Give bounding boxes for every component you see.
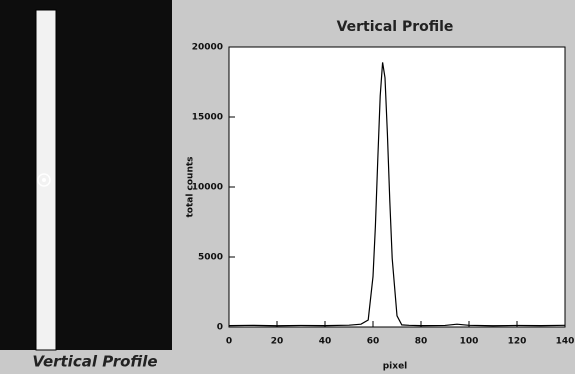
plot-area [229, 47, 565, 327]
x-tick-label: 100 [460, 337, 479, 347]
x-tick-label: 140 [556, 337, 575, 347]
screenshot: Vertical Profile Vertical Profile pixel … [0, 0, 575, 374]
x-axis-label: pixel [383, 362, 408, 372]
x-tick-label: 80 [415, 337, 428, 347]
x-tick-label: 0 [226, 337, 232, 347]
marker-center [42, 178, 46, 182]
x-tick-label: 20 [271, 337, 284, 347]
chart-title: Vertical Profile [337, 19, 454, 35]
x-tick-label: 60 [367, 337, 380, 347]
y-tick-label: 20000 [192, 43, 223, 53]
panel-label: Vertical Profile [32, 353, 157, 371]
image-panel [0, 0, 172, 350]
y-tick-label: 10000 [192, 183, 223, 193]
x-tick-label: 40 [319, 337, 332, 347]
y-tick-label: 5000 [198, 253, 223, 263]
y-tick-label: 0 [217, 323, 223, 333]
x-tick-label: 120 [508, 337, 527, 347]
y-tick-label: 15000 [192, 113, 223, 123]
